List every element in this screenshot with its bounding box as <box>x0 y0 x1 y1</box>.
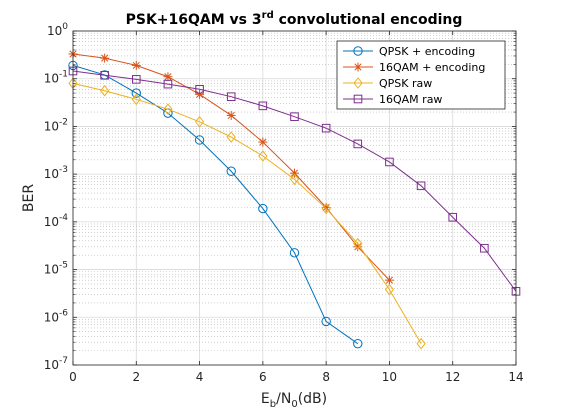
data-point-qpsk-raw <box>131 93 141 106</box>
x-tick-label: 8 <box>322 370 330 384</box>
y-tick-label: 10-6 <box>44 308 69 324</box>
series-16qam-raw <box>68 66 521 296</box>
data-point-16qam-raw <box>163 79 173 89</box>
data-point-16qam-encoding <box>290 168 299 178</box>
legend-label-qpsk-raw: QPSK raw <box>379 77 432 90</box>
data-point-16qam-raw <box>353 139 363 149</box>
legend-marker-qpsk-encoding <box>353 46 363 56</box>
data-point-qpsk-raw <box>416 337 426 350</box>
data-point-qpsk-raw <box>226 131 236 143</box>
data-point-qpsk-encoding <box>321 316 331 327</box>
y-tick-label: 10-4 <box>44 213 69 229</box>
data-point-qpsk-raw <box>321 202 331 215</box>
legend-marker-qpsk-raw <box>353 77 363 89</box>
data-point-16qam-raw <box>195 84 204 94</box>
y-tick-label: 10-3 <box>44 165 68 181</box>
data-point-qpsk-encoding <box>289 248 300 258</box>
data-point-16qam-encoding <box>258 137 268 147</box>
legend-entry-qpsk-raw: QPSK raw <box>343 77 432 90</box>
x-tick-label: 12 <box>445 370 460 384</box>
y-axis-label: BER <box>21 184 37 212</box>
data-point-qpsk-encoding <box>353 338 363 349</box>
data-point-16qam-encoding <box>100 53 110 63</box>
data-point-16qam-encoding <box>384 275 394 285</box>
data-point-16qam-raw <box>226 92 236 101</box>
data-point-qpsk-raw <box>353 237 363 250</box>
series-line-qpsk-raw <box>72 82 422 344</box>
legend-label-qpsk-encoding: QPSK + encoding <box>379 45 475 58</box>
ticks: 0 2 4 6 8 10 12 14 100 10-1 10-2 10-3 10-4 10-5 10-6 10… <box>44 22 524 384</box>
x-tick-label: 14 <box>508 370 523 384</box>
plot-area-border <box>72 30 517 366</box>
series-qpsk-raw <box>68 77 426 350</box>
data-point-qpsk-encoding <box>131 88 141 98</box>
legend-entry-16qam-encoding: 16QAM + encoding <box>343 61 485 74</box>
x-tick-label: 10 <box>382 370 397 384</box>
data-point-qpsk-raw <box>100 84 110 97</box>
data-point-16qam-encoding <box>131 60 141 70</box>
data-point-16qam-raw <box>416 181 426 191</box>
data-point-16qam-raw <box>480 243 489 253</box>
series-line-16qam-raw <box>72 70 517 292</box>
data-point-qpsk-encoding <box>258 203 268 214</box>
series-layer <box>68 49 521 350</box>
data-point-qpsk-raw <box>289 173 300 186</box>
data-point-qpsk-raw <box>258 150 268 162</box>
x-tick-label: 6 <box>259 370 267 384</box>
data-point-16qam-raw <box>385 157 394 167</box>
data-point-16qam-raw <box>131 75 141 84</box>
y-tick-label: 10-7 <box>44 356 68 372</box>
legend-box <box>336 40 506 110</box>
y-tick-label: 10-5 <box>44 261 68 277</box>
chart-title: PSK+16QAM vs 3rd convolutional encoding <box>126 10 463 28</box>
x-tick-label: 4 <box>196 370 204 384</box>
data-point-16qam-raw <box>290 112 299 121</box>
data-point-16qam-encoding <box>195 89 205 99</box>
data-point-16qam-raw <box>258 101 268 111</box>
data-point-16qam-raw <box>100 70 109 80</box>
legend-entry-16qam-raw: 16QAM raw <box>343 93 442 106</box>
data-point-16qam-encoding <box>226 110 236 120</box>
data-point-16qam-raw <box>448 212 458 222</box>
legend-label-16qam-raw: 16QAM raw <box>379 93 442 106</box>
data-point-qpsk-encoding <box>226 166 236 176</box>
y-tick-label: 10-1 <box>44 70 68 86</box>
data-point-16qam-raw <box>321 123 331 133</box>
legend-marker-16qam-encoding <box>353 62 363 72</box>
legend-entry-qpsk-encoding: QPSK + encoding <box>343 45 475 58</box>
legend-marker-16qam-raw <box>353 94 363 104</box>
y-tick-label: 100 <box>47 22 68 38</box>
legend-label-16qam-encoding: 16QAM + encoding <box>379 61 485 74</box>
data-point-16qam-encoding <box>163 72 173 82</box>
data-point-qpsk-raw <box>194 116 205 128</box>
series-qpsk-encoding <box>68 60 363 349</box>
y-tick-label: 10-2 <box>44 117 68 133</box>
x-tick-label: 2 <box>132 370 140 384</box>
x-axis-label: Eb/N0(dB) <box>261 391 327 410</box>
data-point-16qam-encoding <box>353 242 363 252</box>
data-point-qpsk-raw <box>163 103 173 115</box>
data-point-qpsk-encoding <box>194 135 205 145</box>
series-line-qpsk-encoding <box>72 64 359 345</box>
legend: QPSK + encoding 16QAM + encoding QPSK raw 1… <box>336 40 506 110</box>
x-tick-label: 0 <box>69 370 77 384</box>
data-point-qpsk-raw <box>384 283 395 296</box>
chart-title-superscript: rd <box>262 10 274 21</box>
